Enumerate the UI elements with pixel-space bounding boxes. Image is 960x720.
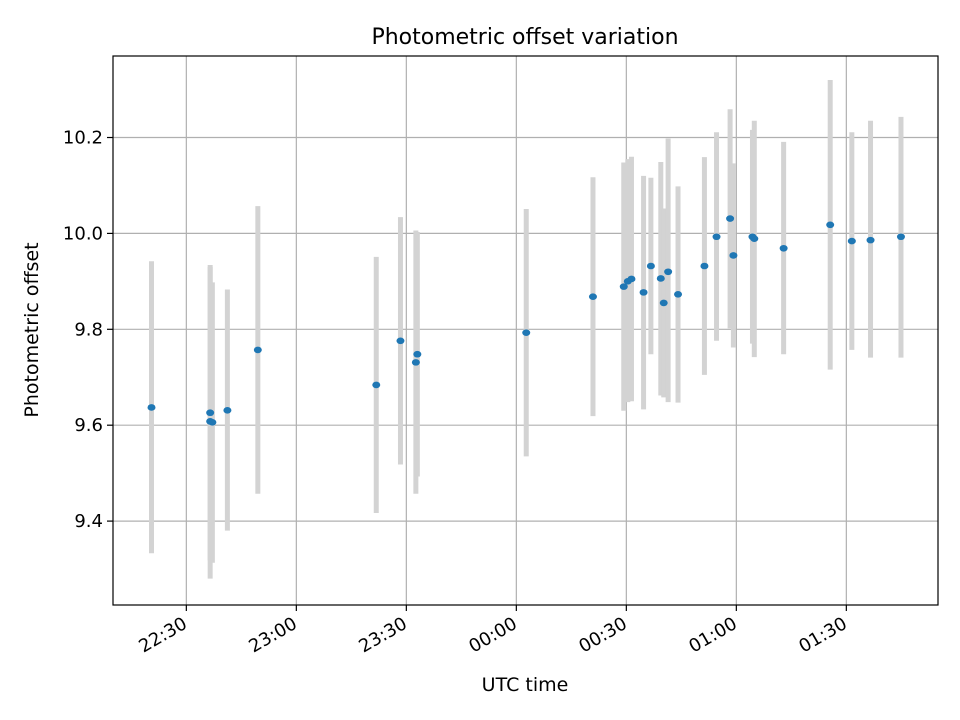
data-point xyxy=(712,233,721,241)
data-point xyxy=(253,346,262,354)
data-point xyxy=(413,350,422,358)
data-point xyxy=(700,262,709,270)
data-point xyxy=(847,237,856,245)
data-point xyxy=(627,275,636,283)
data-point xyxy=(411,359,420,366)
data-point xyxy=(639,289,648,296)
data-point xyxy=(779,244,788,252)
data-point xyxy=(522,329,531,336)
data-point xyxy=(208,419,217,426)
data-point xyxy=(147,404,156,411)
data-points xyxy=(147,215,905,426)
data-point xyxy=(223,407,232,414)
y-tick-label: 9.8 xyxy=(74,319,103,340)
data-point xyxy=(588,293,597,300)
data-point xyxy=(729,252,738,259)
y-tick-label: 9.4 xyxy=(74,511,103,532)
y-tick-label: 9.6 xyxy=(74,415,103,436)
data-point xyxy=(659,299,668,307)
y-axis-label: Photometric offset xyxy=(21,242,43,417)
data-point xyxy=(646,262,655,270)
data-point xyxy=(866,236,875,244)
y-tick-label: 10.0 xyxy=(63,223,103,244)
data-point xyxy=(750,235,759,242)
plot-frame xyxy=(112,55,939,606)
x-axis-label: UTC time xyxy=(482,674,569,696)
data-point xyxy=(896,233,905,241)
chart-title: Photometric offset variation xyxy=(371,25,678,50)
data-point xyxy=(664,268,673,276)
data-point xyxy=(206,409,215,417)
data-point xyxy=(656,275,665,282)
data-point xyxy=(726,215,735,222)
data-point xyxy=(396,337,405,345)
y-tick-label: 10.2 xyxy=(63,128,103,149)
data-point xyxy=(674,290,683,298)
data-point xyxy=(372,381,381,389)
data-point xyxy=(826,221,835,229)
data-point xyxy=(619,283,628,290)
